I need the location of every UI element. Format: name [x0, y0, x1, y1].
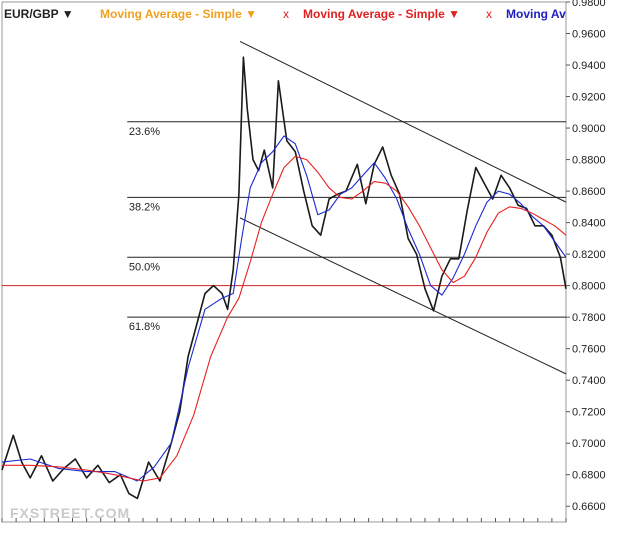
plot-frame	[1, 1, 567, 523]
price-series	[1, 56, 567, 500]
trend-channel-line-1	[239, 217, 567, 375]
y-tick-label-11: 0.8800	[572, 155, 606, 167]
y-tick-label-10: 0.8600	[572, 186, 606, 198]
y-tick-label-14: 0.9400	[572, 60, 606, 72]
fib-label-3: 61.8%	[129, 321, 160, 333]
y-tick-label-7: 0.8000	[572, 281, 606, 293]
y-tick-label-13: 0.9200	[572, 92, 606, 104]
fxstreet-watermark: FXSTREET.COM	[10, 505, 130, 521]
ma-fast-series	[1, 135, 567, 482]
y-tick-label-5: 0.7600	[572, 344, 606, 356]
ma-slow-series	[2, 155, 567, 482]
chart-toolbar: EUR/GBP ▼ Moving Average - Simple ▼ x Mo…	[0, 0, 566, 26]
symbol-selector[interactable]: EUR/GBP ▼	[4, 7, 74, 21]
fib-label-2: 50.0%	[129, 261, 160, 273]
y-tick-label-15: 0.9600	[572, 29, 606, 41]
price-axis: 0.6600 0.6800 0.7000 0.7200 0.7400 0.7600 0.78…	[1, 0, 606, 522]
fib-label-0: 23.6%	[129, 126, 160, 138]
plot-area: 23.6% 38.2% 50.0% 61.8%	[1, 1, 567, 523]
y-tick-label-6: 0.7800	[572, 312, 606, 324]
ma-simple-2-close-icon[interactable]: x	[486, 7, 492, 21]
y-tick-label-12: 0.9000	[572, 123, 606, 135]
ma-simple-1-close-icon[interactable]: x	[283, 7, 289, 21]
y-tick-label-1: 0.6800	[572, 470, 606, 482]
y-tick-label-2: 0.7000	[572, 438, 606, 450]
y-tick-label-16: 0.9800	[572, 0, 606, 9]
y-tick-label-4: 0.7400	[572, 375, 606, 387]
y-tick-label-9: 0.8400	[572, 218, 606, 230]
y-tick-label-8: 0.8200	[572, 249, 606, 261]
fib-label-1: 38.2%	[129, 201, 160, 213]
ma-simple-2-selector[interactable]: Moving Average - Simple ▼	[303, 7, 461, 21]
trend-channel-line-0	[239, 40, 567, 203]
ma-simple-1-selector[interactable]: Moving Average - Simple ▼	[100, 7, 258, 21]
ma-3-selector[interactable]: Moving Av	[506, 7, 566, 21]
y-tick-label-0: 0.6600	[572, 501, 606, 513]
y-tick-label-3: 0.7200	[572, 407, 606, 419]
